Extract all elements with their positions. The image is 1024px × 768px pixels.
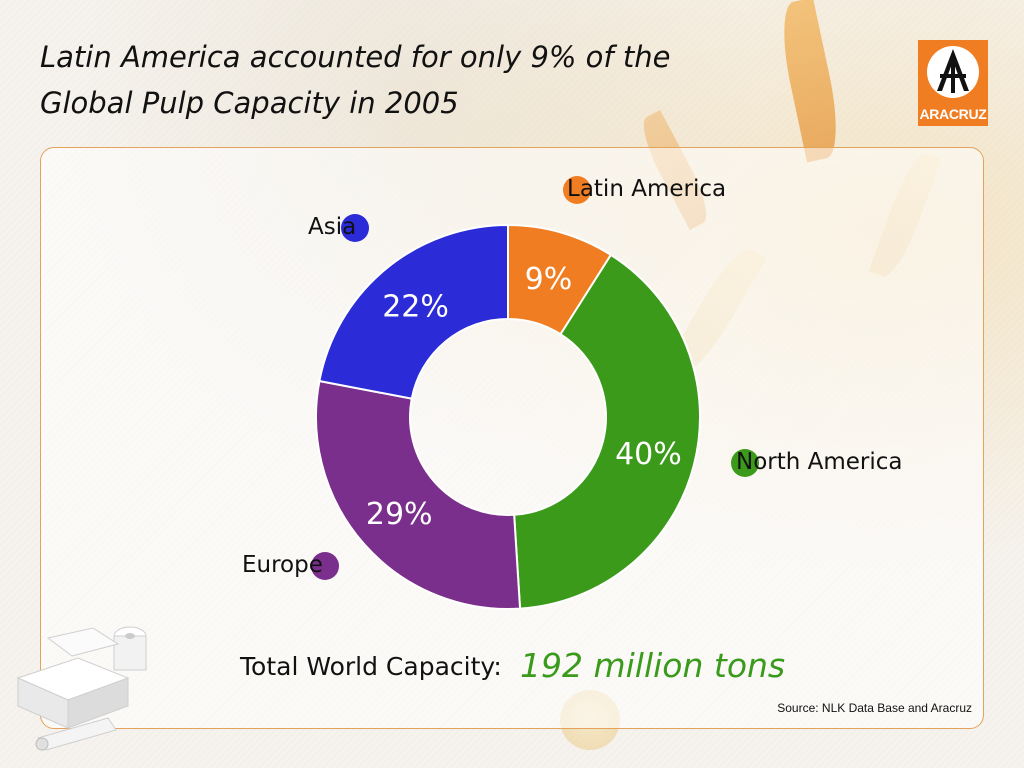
title-line-2: Global Pulp Capacity in 2005 bbox=[40, 86, 459, 120]
aracruz-logo: ARACRUZ bbox=[918, 40, 988, 126]
title-line-1: Latin America accounted for only 9% of t… bbox=[40, 40, 671, 74]
asia-dot bbox=[341, 214, 369, 242]
legend-label-asia: Asia bbox=[308, 214, 357, 240]
legend-label-latin-america: Latin America bbox=[567, 176, 727, 202]
slice-value-label: 40% bbox=[615, 437, 682, 472]
north-america-dot bbox=[731, 449, 759, 477]
tree-icon bbox=[927, 46, 979, 98]
slide-title: Latin America accounted for only 9% of t… bbox=[40, 34, 740, 126]
donut-slice-europe bbox=[315, 379, 522, 610]
donut-slice-north-america bbox=[513, 253, 701, 610]
legend-label-europe: Europe bbox=[242, 552, 323, 578]
europe-dot bbox=[311, 552, 339, 580]
logo-mark bbox=[918, 40, 988, 104]
source-note: Source: NLK Data Base and Aracruz bbox=[777, 701, 972, 715]
slice-value-label: 22% bbox=[382, 289, 449, 324]
slice-value-label: 29% bbox=[366, 497, 433, 532]
total-capacity-label: Total World Capacity: bbox=[240, 652, 502, 681]
paper-products-image bbox=[16, 626, 147, 751]
logo-text: ARACRUZ bbox=[918, 104, 988, 126]
legend-label-north-america: North America bbox=[736, 449, 903, 475]
donut-slice-asia bbox=[318, 223, 509, 400]
latin-america-dot bbox=[563, 176, 591, 204]
slice-value-label: 9% bbox=[525, 262, 573, 297]
total-capacity-value: 192 million tons bbox=[520, 646, 786, 685]
